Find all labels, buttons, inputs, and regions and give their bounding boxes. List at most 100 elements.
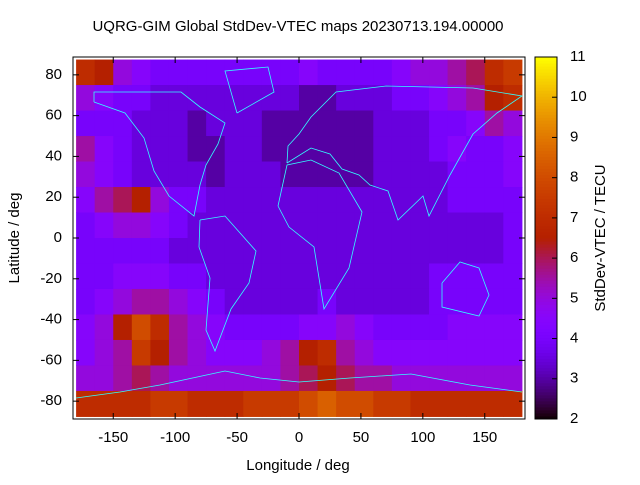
heatmap-cell	[354, 314, 374, 341]
heatmap-cell	[243, 314, 263, 341]
heatmap-cell	[150, 288, 170, 315]
heatmap-cell	[391, 238, 411, 264]
heatmap-cell	[299, 85, 319, 112]
heatmap-cell	[503, 390, 523, 417]
heatmap-cell	[484, 390, 504, 417]
coastline	[198, 215, 257, 353]
colorbar-gradient	[535, 238, 557, 242]
heatmap-cell	[168, 212, 189, 239]
colorbar-gradient	[535, 244, 557, 248]
colorbar-gradient	[535, 277, 557, 281]
colorbar-gradient	[535, 81, 557, 85]
heatmap-cell	[76, 85, 96, 112]
heatmap-cell	[113, 263, 133, 290]
heatmap-cell	[94, 339, 114, 366]
heatmap-cell	[261, 288, 281, 315]
heatmap-cell	[410, 263, 430, 290]
heatmap-cell	[317, 238, 337, 264]
heatmap-cell	[317, 390, 337, 417]
colorbar-gradient	[535, 253, 557, 257]
heatmap-cell	[373, 238, 393, 264]
heatmap-cell	[373, 136, 393, 163]
colorbar-gradient	[535, 159, 557, 164]
y-tick-label: -40	[40, 311, 62, 328]
heatmap-cell	[168, 365, 189, 392]
heatmap-cell	[206, 339, 226, 366]
y-tick-label: -20	[40, 270, 62, 287]
heatmap-cell	[429, 263, 449, 290]
x-axis-label: Longitude / deg	[246, 457, 349, 474]
heatmap-cell	[336, 339, 356, 366]
heatmap-cell	[76, 365, 96, 392]
colorbar-gradient	[535, 156, 557, 161]
heatmap-cell	[150, 110, 170, 137]
heatmap-cell	[391, 314, 411, 341]
colorbar-gradient	[535, 90, 557, 94]
heatmap-cell	[243, 110, 263, 137]
heatmap-cell	[187, 314, 207, 341]
heatmap-cell	[503, 136, 523, 163]
colorbar-gradient	[535, 370, 557, 375]
heatmap-cell	[336, 85, 356, 112]
heatmap-cell	[484, 238, 504, 264]
heatmap-cell	[113, 187, 133, 214]
colorbar-gradient	[535, 198, 557, 203]
colorbar-gradient	[535, 162, 557, 167]
heatmap-cell	[131, 263, 151, 290]
colorbar-gradient	[535, 201, 557, 206]
colorbar-gradient	[535, 192, 557, 197]
heatmap-cell	[280, 161, 300, 188]
heatmap-cell	[410, 390, 430, 417]
heatmap-cell	[299, 288, 319, 315]
colorbar-gradient	[535, 346, 557, 351]
colorbar-gradient	[535, 388, 557, 393]
heatmap-cell	[484, 59, 504, 86]
heatmap-cell	[410, 212, 430, 239]
heatmap-cell	[224, 263, 244, 290]
heatmap-cell	[336, 136, 356, 163]
heatmap-cell	[113, 110, 133, 137]
y-tick-label: -60	[40, 351, 62, 368]
heatmap-cell	[410, 314, 430, 341]
colorbar-tick-label: 7	[570, 209, 578, 226]
heatmap-cell	[391, 187, 411, 214]
heatmap-cell	[354, 59, 374, 86]
colorbar-gradient	[535, 241, 557, 245]
heatmap-cell	[447, 212, 467, 239]
colorbar-gradient	[535, 313, 557, 317]
colorbar-tick-label: 4	[570, 330, 578, 347]
heatmap-cell	[484, 161, 504, 188]
heatmap-cell	[131, 288, 151, 315]
heatmap-cell	[280, 85, 300, 112]
colorbar-gradient	[535, 286, 557, 290]
heatmap-cell	[94, 365, 114, 392]
heatmap-cell	[243, 136, 263, 163]
heatmap-cell	[168, 85, 189, 112]
colorbar-gradient	[535, 262, 557, 266]
heatmap-cell	[150, 238, 170, 264]
heatmap-cell	[261, 59, 281, 86]
colorbar-gradient	[535, 186, 557, 191]
colorbar-gradient	[535, 150, 557, 155]
heatmap-cell	[299, 263, 319, 290]
colorbar-gradient	[535, 271, 557, 275]
heatmap-cell	[113, 288, 133, 315]
heatmap-cell	[299, 136, 319, 163]
heatmap-cell	[261, 161, 281, 188]
heatmap-cell	[168, 390, 189, 417]
heatmap-cell	[224, 59, 244, 86]
colorbar-gradient	[535, 177, 557, 182]
colorbar-gradient	[535, 120, 557, 124]
heatmap-cell	[187, 339, 207, 366]
heatmap-cell	[131, 187, 151, 214]
heatmap-cell	[299, 212, 319, 239]
heatmap-cell	[94, 110, 114, 137]
heatmap-cell	[410, 288, 430, 315]
heatmap-cell	[261, 263, 281, 290]
heatmap-cell	[447, 314, 467, 341]
colorbar-gradient	[535, 114, 557, 118]
heatmap-cell	[299, 390, 319, 417]
colorbar-gradient	[535, 400, 557, 405]
colorbar-tick-label: 8	[570, 169, 578, 186]
heatmap-cell	[447, 110, 467, 137]
